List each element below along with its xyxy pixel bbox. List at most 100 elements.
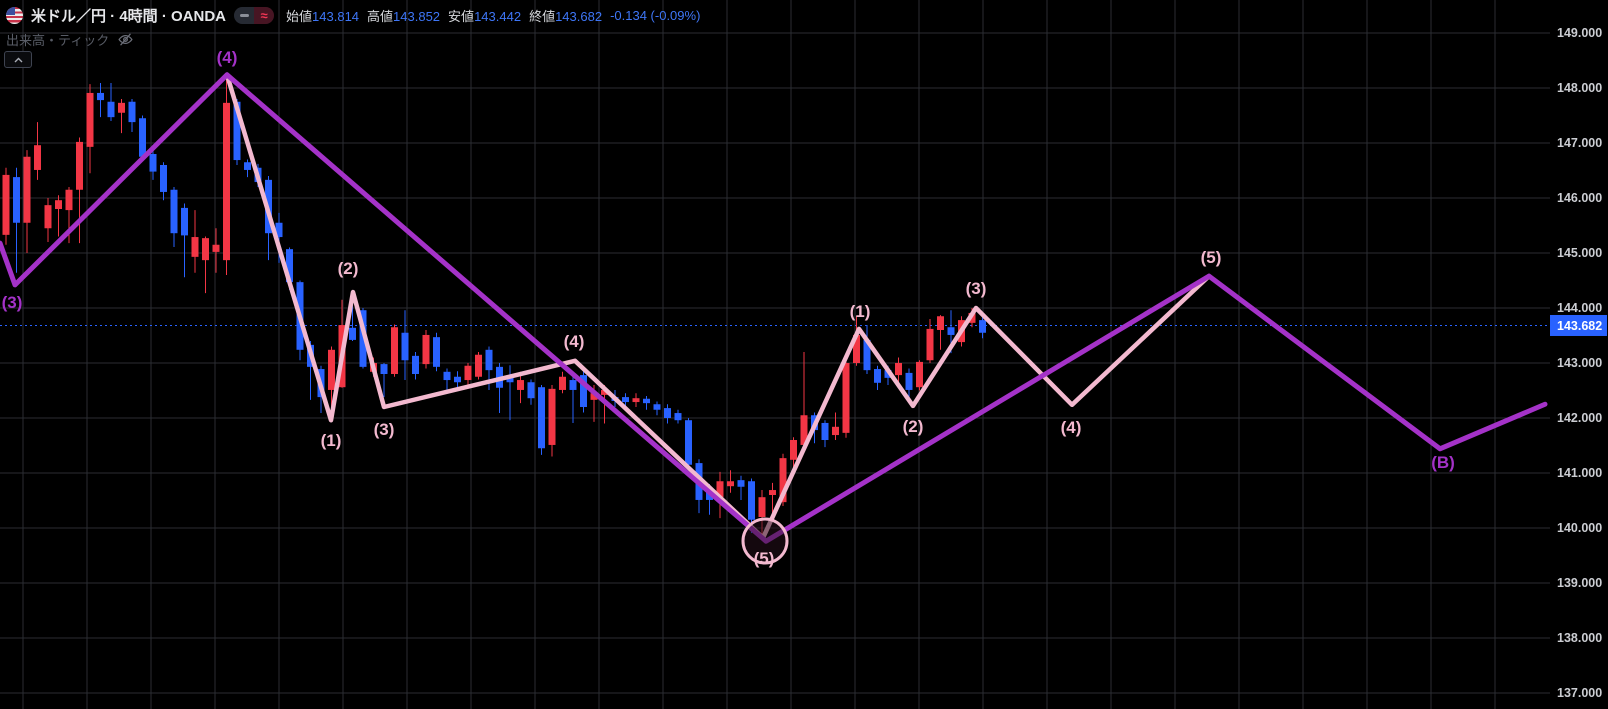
candle-body [748, 481, 755, 520]
candle-body [937, 316, 944, 330]
candle-body [769, 490, 776, 495]
candle-body [86, 92, 94, 147]
candle-body [34, 145, 41, 170]
price-axis-label: 141.000 [1557, 466, 1602, 480]
symbol-title[interactable]: 米ドル／円 · 4時間 · OANDA [31, 7, 227, 25]
price-axis-label: 143.000 [1557, 356, 1602, 370]
current-price-badge-text: 143.682 [1557, 319, 1602, 333]
candle-body [664, 408, 671, 418]
candle-body [97, 92, 104, 101]
candle-body [527, 382, 535, 399]
candle-body [422, 334, 430, 365]
wave-label[interactable]: (1) [850, 302, 871, 321]
candle-body [737, 480, 745, 487]
chart-style-toggle[interactable]: ≈ [234, 6, 275, 24]
us-flag-icon [6, 6, 23, 24]
candle-body [643, 398, 650, 404]
symbol-row: 米ドル／円 · 4時間 · OANDA ≈ 始値143.814 高値143.85… [0, 0, 700, 25]
candle-body [149, 154, 157, 172]
candle-body [286, 249, 293, 283]
price-axis-label: 144.000 [1557, 301, 1602, 315]
candle-body [475, 354, 482, 377]
candle-body [580, 375, 587, 407]
candle-body [128, 101, 136, 123]
candle-body [391, 327, 398, 374]
wave-label[interactable]: (1) [321, 431, 342, 450]
price-axis-label: 137.000 [1557, 686, 1602, 700]
candle-body [905, 372, 913, 390]
candle-body [716, 481, 724, 498]
ohlc-readout: 始値143.814 高値143.852 安値143.442 終値143.682 … [286, 6, 700, 25]
open-label: 始値 [286, 8, 313, 24]
close-value: 143.682 [555, 8, 603, 24]
candle-body [895, 363, 902, 376]
candle-body [212, 244, 220, 252]
price-axis[interactable]: 149.000 148.000 147.000 146.000 145.000 144.0… [1550, 0, 1608, 709]
close-label: 終値 [529, 8, 556, 24]
candle-body [685, 420, 692, 465]
grid-lines [0, 0, 1550, 709]
candle-body [76, 141, 83, 190]
candle-body [653, 404, 661, 410]
wave-labels[interactable]: (3) (4) (B) (1) (2) (3) (4) (5) (1) (2) (3) (4) (5) [2, 48, 1455, 568]
candle-body [107, 101, 115, 118]
wave-label[interactable]: (3) [2, 293, 23, 312]
legend-collapse-button[interactable] [4, 51, 32, 68]
wave-indicator-toggle[interactable]: ≈ [254, 6, 275, 24]
wave-label[interactable]: (3) [374, 420, 395, 439]
candle-body [832, 426, 839, 436]
wave-label[interactable]: (5) [1201, 248, 1222, 267]
candle-body [2, 174, 10, 235]
wave-label[interactable]: (2) [903, 417, 924, 436]
pink-wave-down[interactable] [224, 72, 766, 541]
wave-label[interactable]: (B) [1431, 453, 1455, 472]
wave5-circle-annotation[interactable] [741, 517, 789, 565]
candle-body [443, 371, 451, 381]
candle-body [160, 165, 167, 192]
wave-label[interactable]: (4) [564, 332, 585, 351]
candle-body [454, 376, 461, 383]
minus-bar-icon [239, 13, 249, 17]
price-axis-label: 149.000 [1557, 26, 1602, 40]
chart-legend: 米ドル／円 · 4時間 · OANDA ≈ 始値143.814 高値143.85… [0, 0, 700, 49]
wave-label[interactable]: (3) [966, 279, 987, 298]
eye-off-icon [118, 33, 133, 46]
candle-body [139, 118, 146, 157]
candle-body [517, 380, 524, 390]
candle-body [44, 205, 52, 229]
price-axis-label: 147.000 [1557, 136, 1602, 150]
candle-body [800, 415, 808, 445]
candle-body [601, 389, 608, 395]
price-axis-label: 139.000 [1557, 576, 1602, 590]
wave-label[interactable]: (5) [754, 549, 775, 568]
price-axis-label: 138.000 [1557, 631, 1602, 645]
candle-body [65, 189, 73, 211]
visibility-toggle-button[interactable] [117, 31, 134, 48]
candle-body [328, 349, 335, 390]
wave-label[interactable]: (2) [338, 259, 359, 278]
pink-wave-up[interactable] [760, 273, 1212, 541]
candle-body [412, 355, 419, 374]
open-value: 143.814 [312, 8, 360, 24]
high-label: 高値 [367, 8, 394, 24]
candle-body [853, 334, 860, 363]
low-value: 143.442 [474, 8, 522, 24]
candle-body [821, 422, 829, 440]
candle-body [548, 388, 556, 445]
candle-body [727, 481, 734, 487]
wave-label[interactable]: (4) [1061, 418, 1082, 437]
candle-body [13, 177, 20, 223]
candle-body [569, 380, 577, 390]
candle-body [916, 361, 923, 388]
candle-body [233, 101, 241, 161]
current-price-badge [1550, 314, 1607, 336]
price-axis-label: 140.000 [1557, 521, 1602, 535]
candle-body [947, 327, 955, 335]
low-label: 安値 [448, 8, 475, 24]
candles-hidden-toggle[interactable] [234, 6, 255, 24]
candle-body [790, 440, 797, 460]
candle-body [464, 365, 472, 381]
wave-label[interactable]: (4) [217, 48, 238, 67]
change-value: -0.134 (-0.09%) [610, 7, 701, 23]
